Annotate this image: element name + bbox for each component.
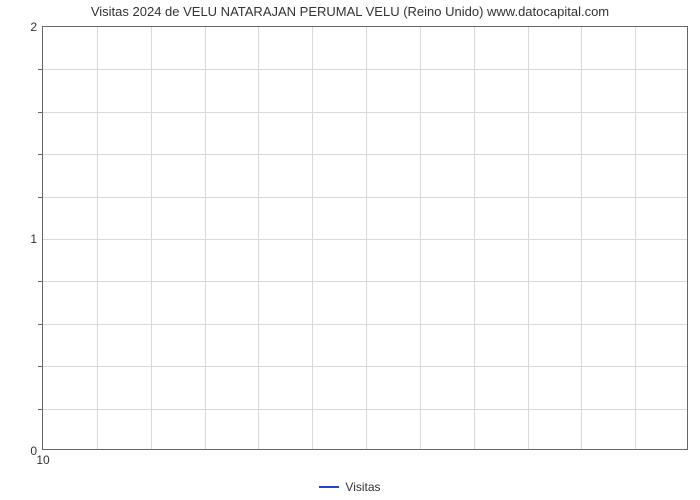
y-tick-label: 2 [30, 20, 43, 34]
gridline-v [420, 27, 421, 449]
y-minor-tick [38, 324, 43, 325]
y-minor-tick [38, 409, 43, 410]
plot-area: 01210 [42, 26, 688, 450]
gridline-v [205, 27, 206, 449]
y-minor-tick [38, 154, 43, 155]
legend-swatch [319, 486, 339, 488]
y-tick-label: 1 [30, 232, 43, 246]
chart-legend: Visitas [0, 480, 700, 494]
y-minor-tick [38, 366, 43, 367]
gridline-v [97, 27, 98, 449]
gridline-h [43, 281, 687, 282]
gridline-v [151, 27, 152, 449]
gridline-h [43, 197, 687, 198]
gridline-h [43, 324, 687, 325]
chart-title: Visitas 2024 de VELU NATARAJAN PERUMAL V… [0, 4, 700, 19]
gridline-h [43, 366, 687, 367]
gridline-v [366, 27, 367, 449]
gridline-h [43, 239, 687, 240]
visits-chart: Visitas 2024 de VELU NATARAJAN PERUMAL V… [0, 0, 700, 500]
legend-label: Visitas [345, 480, 380, 494]
x-tick-label: 10 [36, 449, 49, 467]
gridline-v [474, 27, 475, 449]
y-minor-tick [38, 281, 43, 282]
gridline-v [635, 27, 636, 449]
y-minor-tick [38, 112, 43, 113]
gridline-v [528, 27, 529, 449]
y-minor-tick [38, 69, 43, 70]
gridline-h [43, 112, 687, 113]
gridline-h [43, 409, 687, 410]
gridline-v [258, 27, 259, 449]
y-minor-tick [38, 197, 43, 198]
gridline-v [581, 27, 582, 449]
gridline-h [43, 69, 687, 70]
gridline-h [43, 154, 687, 155]
gridline-v [312, 27, 313, 449]
